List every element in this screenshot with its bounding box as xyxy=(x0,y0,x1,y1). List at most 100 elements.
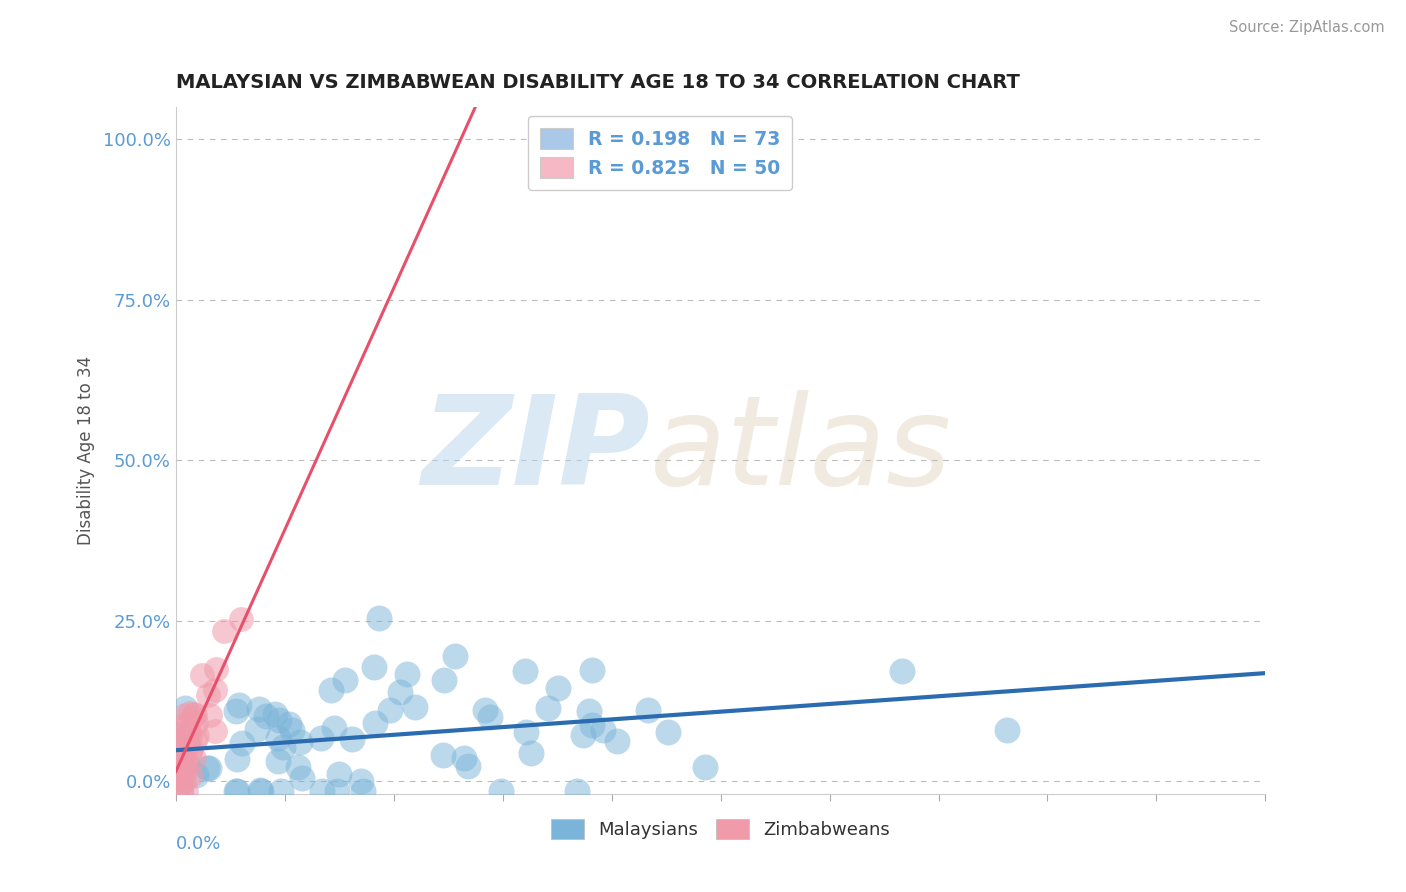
Point xyxy=(363,660,385,674)
Point xyxy=(592,723,614,738)
Point xyxy=(169,771,191,785)
Point xyxy=(169,738,191,752)
Point xyxy=(176,783,198,797)
Point xyxy=(547,681,569,695)
Point xyxy=(174,719,197,733)
Point xyxy=(328,767,350,781)
Point xyxy=(515,724,537,739)
Point xyxy=(453,751,475,765)
Point xyxy=(170,752,193,766)
Point xyxy=(368,611,391,625)
Point xyxy=(167,779,190,793)
Point xyxy=(195,761,218,775)
Point xyxy=(180,742,202,756)
Point xyxy=(433,673,456,687)
Point xyxy=(165,733,187,747)
Point xyxy=(995,723,1018,737)
Point xyxy=(170,762,193,776)
Point xyxy=(165,742,187,756)
Point xyxy=(179,706,201,720)
Point xyxy=(184,768,207,782)
Point xyxy=(581,718,603,732)
Point xyxy=(513,664,536,678)
Point xyxy=(169,736,191,750)
Point xyxy=(173,773,195,788)
Point xyxy=(229,612,252,626)
Point xyxy=(173,748,195,763)
Point xyxy=(172,771,194,785)
Point xyxy=(572,728,595,742)
Point xyxy=(170,768,193,782)
Point xyxy=(184,733,207,747)
Point xyxy=(170,747,193,761)
Point xyxy=(174,708,197,723)
Point xyxy=(170,768,193,782)
Point xyxy=(170,783,193,797)
Point xyxy=(520,746,543,760)
Point xyxy=(249,783,271,797)
Point xyxy=(395,667,418,681)
Point xyxy=(170,756,193,771)
Point xyxy=(891,665,914,679)
Point xyxy=(281,723,304,738)
Point xyxy=(363,715,385,730)
Point xyxy=(326,783,349,797)
Point xyxy=(170,764,193,779)
Point xyxy=(478,709,501,723)
Point xyxy=(179,725,201,739)
Point xyxy=(176,716,198,731)
Point xyxy=(170,783,193,797)
Point xyxy=(167,739,190,753)
Point xyxy=(267,754,290,768)
Point xyxy=(693,759,716,773)
Point xyxy=(657,724,679,739)
Point xyxy=(489,783,512,797)
Point xyxy=(404,700,426,714)
Point xyxy=(170,771,193,785)
Point xyxy=(225,783,247,797)
Point xyxy=(537,700,560,714)
Point xyxy=(309,731,332,745)
Point xyxy=(225,704,247,718)
Point xyxy=(166,739,188,754)
Point xyxy=(291,771,314,785)
Point xyxy=(288,735,311,749)
Point xyxy=(204,683,226,698)
Point xyxy=(212,624,235,638)
Point xyxy=(267,713,290,727)
Point xyxy=(322,721,344,735)
Text: atlas: atlas xyxy=(650,390,952,511)
Point xyxy=(637,703,659,717)
Point xyxy=(198,761,221,775)
Point xyxy=(578,705,600,719)
Point xyxy=(179,745,201,759)
Point xyxy=(249,783,271,797)
Point xyxy=(176,758,198,772)
Point xyxy=(205,662,228,676)
Point xyxy=(228,698,250,713)
Point xyxy=(273,739,295,754)
Point xyxy=(183,707,205,722)
Point xyxy=(198,708,221,723)
Point xyxy=(225,783,247,797)
Point xyxy=(333,673,356,687)
Point xyxy=(263,707,285,722)
Point xyxy=(254,709,277,723)
Point xyxy=(173,734,195,748)
Point xyxy=(350,774,373,789)
Point xyxy=(270,783,292,797)
Point xyxy=(457,759,479,773)
Point xyxy=(186,715,208,730)
Point xyxy=(204,723,226,738)
Point xyxy=(389,685,412,699)
Text: MALAYSIAN VS ZIMBABWEAN DISABILITY AGE 18 TO 34 CORRELATION CHART: MALAYSIAN VS ZIMBABWEAN DISABILITY AGE 1… xyxy=(176,72,1019,92)
Y-axis label: Disability Age 18 to 34: Disability Age 18 to 34 xyxy=(76,356,94,545)
Point xyxy=(565,783,588,797)
Point xyxy=(166,732,188,747)
Point xyxy=(606,734,628,748)
Point xyxy=(183,751,205,765)
Point xyxy=(287,760,309,774)
Point xyxy=(380,703,402,717)
Point xyxy=(278,717,301,731)
Point xyxy=(231,736,253,750)
